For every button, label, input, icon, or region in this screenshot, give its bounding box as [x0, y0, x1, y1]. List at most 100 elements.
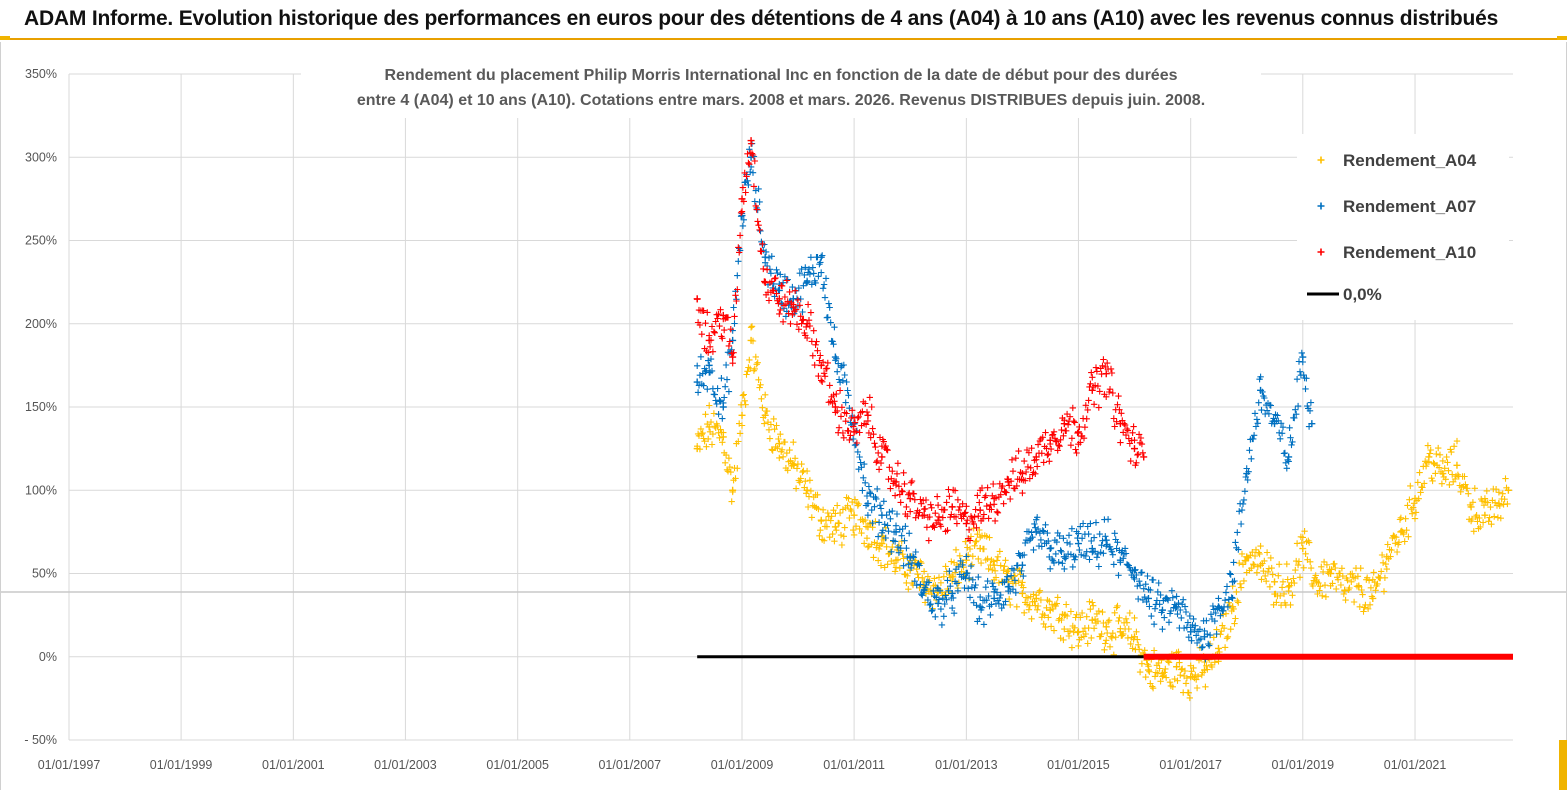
- legend-label: Rendement_A04: [1343, 151, 1477, 170]
- legend-label: 0,0%: [1343, 285, 1382, 304]
- a07-point: [1173, 603, 1181, 611]
- a07-point: [976, 603, 984, 611]
- x-tick-label: 01/01/2013: [935, 758, 998, 772]
- y-tick-label: 0%: [39, 650, 57, 664]
- a04-point: [1201, 666, 1209, 674]
- a04-point: [831, 523, 839, 531]
- a04-point: [738, 411, 746, 419]
- a10-point: [1018, 470, 1026, 478]
- a04-point: [729, 486, 737, 494]
- a04-point: [1481, 511, 1489, 519]
- a04-point: [1495, 500, 1503, 508]
- a07-point: [864, 500, 872, 508]
- a04-point: [803, 486, 811, 494]
- a04-point: [1327, 570, 1335, 577]
- a10-point: [1088, 386, 1096, 394]
- chart-title: Rendement du placement Philip Morris Int…: [301, 56, 1261, 118]
- x-tick-label: 01/01/2015: [1047, 758, 1110, 772]
- a04-point: [693, 445, 701, 453]
- a10-point: [719, 311, 727, 319]
- a07-point: [1032, 528, 1040, 536]
- a04-point: [1131, 633, 1138, 641]
- a07-point: [1271, 420, 1279, 428]
- y-tick-label: 100%: [25, 483, 57, 497]
- a10-point: [976, 506, 984, 514]
- a04-point: [775, 440, 783, 448]
- a07-point: [906, 553, 914, 561]
- x-tick-label: 01/01/2001: [262, 758, 325, 772]
- a04-point: [1088, 616, 1096, 624]
- a07-point: [1308, 420, 1316, 428]
- a04-point: [1467, 503, 1475, 511]
- legend-marker: [1317, 156, 1325, 164]
- a04-point: [1257, 561, 1265, 569]
- a04-point: [1411, 495, 1419, 503]
- a07-point: [831, 353, 839, 361]
- report-title: ADAM Informe. Evolution historique des p…: [24, 7, 1499, 30]
- a04-point: [1341, 586, 1349, 594]
- y-tick-label: 50%: [32, 567, 57, 581]
- a04-point: [1144, 666, 1152, 674]
- a10-point: [817, 361, 825, 369]
- a07-point: [803, 278, 811, 286]
- a04-point: [719, 433, 727, 441]
- a04-point: [1046, 606, 1054, 614]
- a04-point: [1439, 470, 1447, 478]
- a04-point: [878, 540, 886, 548]
- x-tick-label: 01/01/2019: [1272, 758, 1335, 772]
- a04-point: [1313, 578, 1321, 586]
- a10-point: [729, 353, 737, 361]
- a04-point: [1102, 623, 1110, 631]
- a07-point: [1187, 628, 1195, 636]
- a10-point: [1032, 453, 1040, 461]
- a10-point: [738, 195, 746, 203]
- a07-point: [850, 420, 858, 428]
- a07-point: [789, 295, 797, 303]
- a07-point: [1158, 606, 1166, 614]
- a04-point: [1285, 583, 1293, 591]
- a10-point: [1116, 420, 1124, 428]
- accent-corner-left: [0, 36, 10, 40]
- a07-point: [1004, 583, 1012, 591]
- a07-point: [1088, 545, 1096, 553]
- a04-point: [705, 423, 713, 431]
- a04-point: [817, 516, 825, 524]
- chart-legend: Rendement_A04 Rendement_A07 Rendement_A10 0…: [1297, 134, 1509, 320]
- a04-point: [761, 411, 769, 419]
- y-tick-label: 350%: [25, 67, 57, 81]
- a04-point: [1187, 673, 1195, 681]
- legend-background: [1297, 134, 1509, 320]
- grid-lines: [68, 73, 1513, 741]
- y-tick-label: 300%: [25, 150, 57, 164]
- a04-point: [1173, 663, 1181, 671]
- a10-point: [831, 403, 839, 411]
- a07-point: [1060, 553, 1068, 561]
- x-tick-label: 01/01/2011: [823, 758, 885, 772]
- a07-point: [693, 378, 701, 386]
- a10-point: [789, 303, 797, 311]
- legend-marker: [1317, 202, 1325, 210]
- a07-point: [1201, 633, 1209, 641]
- a07-point: [1116, 556, 1124, 564]
- a10-point: [1102, 370, 1110, 378]
- a04-point: [1383, 553, 1391, 561]
- x-tick-label: 01/01/2005: [486, 758, 549, 772]
- a04-point: [747, 336, 755, 344]
- a07-point: [1214, 603, 1222, 611]
- a10-point: [803, 320, 811, 328]
- a07-point: [1243, 470, 1251, 478]
- a10-point: [1060, 420, 1068, 428]
- a04-point: [1504, 486, 1512, 494]
- a07-point: [948, 589, 956, 597]
- a10-point: [906, 495, 914, 503]
- a07-point: [1257, 386, 1265, 394]
- y-tick-label: - 50%: [24, 733, 57, 747]
- x-tick-label: 01/01/1997: [38, 758, 101, 772]
- accent-corner-bottom-right: [1559, 740, 1567, 790]
- a10-point: [962, 520, 970, 528]
- a04-point: [948, 573, 956, 581]
- y-tick-label: 200%: [25, 317, 57, 331]
- legend-marker: [1317, 248, 1325, 256]
- a07-point: [920, 586, 928, 594]
- a04-point: [1060, 611, 1068, 619]
